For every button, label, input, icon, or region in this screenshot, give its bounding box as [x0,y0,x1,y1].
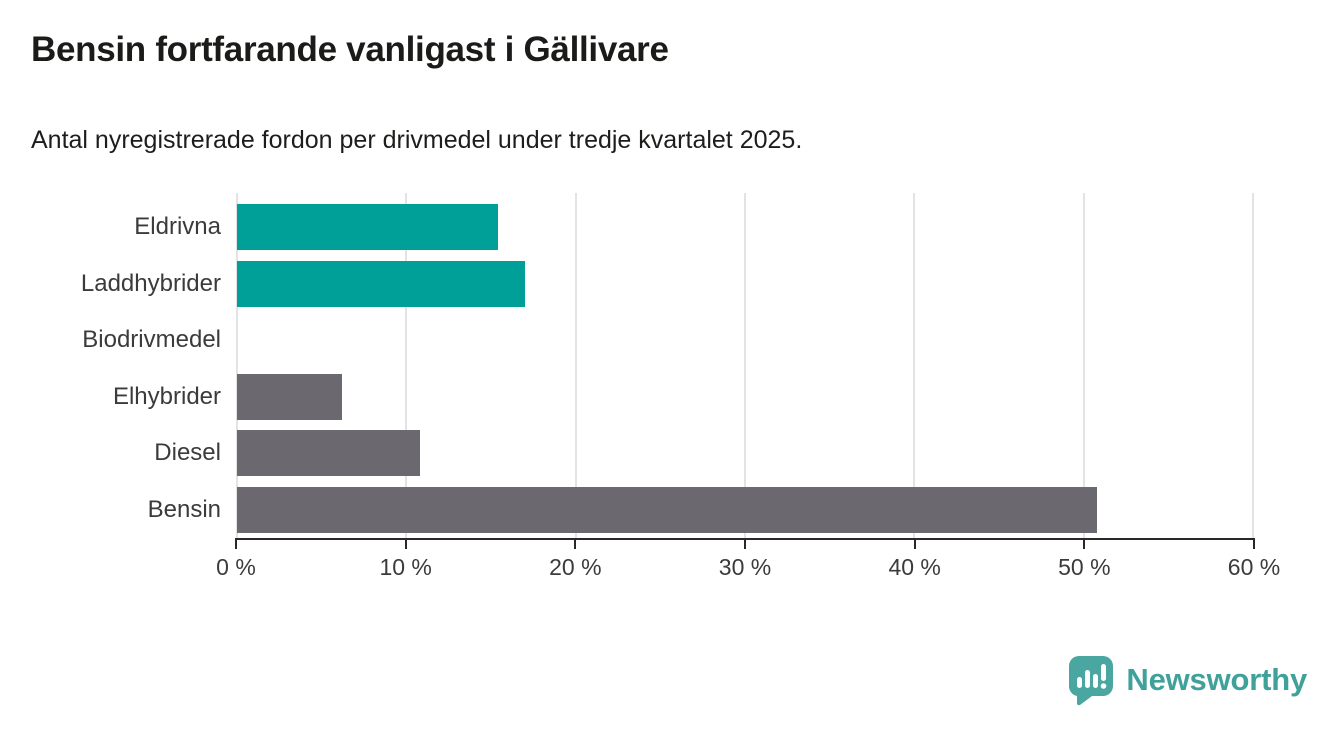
bar-eldrivna [237,204,498,251]
axis-tick [235,538,237,549]
x-axis: 0 % 10 % 20 % 30 % 40 % 50 % 60 % [216,538,1280,580]
axis-tick-label: 20 % [549,554,602,580]
gridline [744,193,746,538]
axis-tick-label: 60 % [1227,554,1281,580]
chart-title: Bensin fortfarande vanligast i Gällivare [31,30,669,69]
gridline [236,193,238,538]
axis-tick-label: 40 % [888,554,941,580]
category-label: Biodrivmedel [82,326,221,354]
axis-tick-label: 10 % [379,554,432,580]
axis-tick [574,538,577,549]
axis-tick [404,538,407,549]
category-label: Eldrivna [134,213,221,241]
axis-tick-label: 30 % [718,554,772,580]
newsworthy-speech-bubble-chart-icon [1067,654,1114,706]
axis-tick-label: 0 % [216,554,256,580]
bar-row-biodrivmedel: Biodrivmedel [82,312,1253,369]
bar-row-diesel: Diesel [154,425,1253,482]
gridline [1252,193,1254,538]
gridline [574,193,577,538]
newsworthy-logo-text: Newsworthy [1126,662,1307,697]
bar-row-elhybrider: Elhybrider [113,369,1253,426]
bar-diesel [237,430,420,477]
category-label: Elhybrider [112,382,221,410]
axis-tick [1253,538,1255,549]
gridline [405,193,408,538]
axis-tick [1083,538,1086,549]
newsworthy-logo: Newsworthy [1067,654,1307,706]
chart-subtitle: Antal nyregistrerade fordon per drivmede… [31,126,803,154]
bar-row-bensin: Bensin [148,482,1253,539]
category-label: Bensin [147,495,221,523]
gridline [1082,193,1085,538]
category-label: Diesel [154,439,221,467]
bar-bensin [237,486,1098,533]
bar-elhybrider [237,373,342,420]
bar-rows: Eldrivna Laddhybrider Biodrivmedel Elhybrid… [81,199,1253,539]
category-label: Laddhybrider [80,269,221,297]
bar-laddhybrider [237,260,525,307]
bar-row-eldrivna: Eldrivna [134,199,1253,256]
axis-tick-label: 50 % [1058,554,1111,580]
gridline [913,193,916,538]
plot-area: Eldrivna Laddhybrider Biodrivmedel Elhybrid… [81,193,1254,539]
axis-tick [744,538,746,549]
bar-row-laddhybrider: Laddhybrider [81,256,1253,313]
axis-tick [913,538,916,549]
